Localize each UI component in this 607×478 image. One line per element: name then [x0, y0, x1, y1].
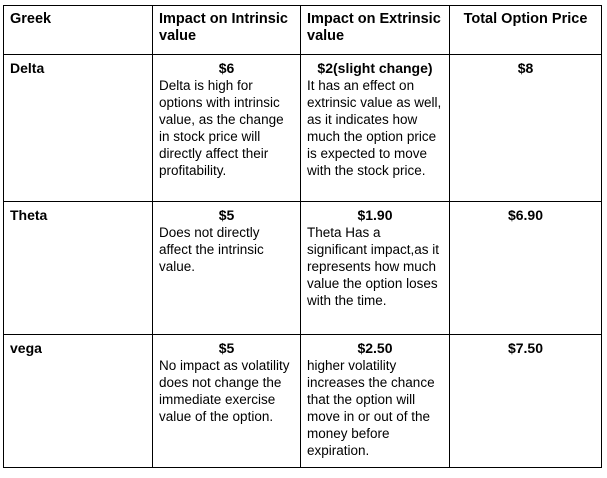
intrinsic-value: $5 — [218, 340, 235, 356]
greeks-table: Greek Impact on Intrinsic value Impact o… — [3, 5, 602, 468]
extrinsic-value: $2.50 — [357, 340, 393, 356]
intrinsic-cell: $6 Delta is high for options with intrin… — [152, 54, 301, 202]
extrinsic-description: Theta Has a significant impact,as it rep… — [307, 225, 440, 308]
header-greek: Greek — [3, 5, 153, 55]
table-row: vega $5 No impact as volatility does not… — [3, 334, 602, 468]
header-extrinsic: Impact on Extrinsic value — [300, 5, 450, 55]
extrinsic-cell: $1.90 Theta Has a significant impact,as … — [300, 201, 450, 335]
intrinsic-description: Does not directly affect the intrinsic v… — [159, 225, 264, 274]
intrinsic-description: No impact as volatility does not change … — [159, 358, 290, 424]
header-total-price: Total Option Price — [449, 5, 602, 55]
greek-cell: vega — [3, 334, 153, 468]
greek-cell: Theta — [3, 201, 153, 335]
extrinsic-cell: $2.50 higher volatility increases the ch… — [300, 334, 450, 468]
total-price-cell: $8 — [449, 54, 602, 202]
header-row: Greek Impact on Intrinsic value Impact o… — [3, 5, 602, 55]
intrinsic-description: Delta is high for options with intrinsic… — [159, 78, 284, 178]
greek-cell: Delta — [3, 54, 153, 202]
extrinsic-cell: $2(slight change) It has an effect on ex… — [300, 54, 450, 202]
total-price-cell: $6.90 — [449, 201, 602, 335]
extrinsic-description: It has an effect on extrinsic value as w… — [307, 78, 442, 178]
intrinsic-value: $5 — [218, 207, 235, 223]
header-intrinsic: Impact on Intrinsic value — [152, 5, 301, 55]
total-price-cell: $7.50 — [449, 334, 602, 468]
extrinsic-description: higher volatility increases the chance t… — [307, 358, 435, 458]
extrinsic-value: $1.90 — [357, 207, 393, 223]
table-row: Delta $6 Delta is high for options with … — [3, 54, 602, 202]
table-row: Theta $5 Does not directly affect the in… — [3, 201, 602, 335]
extrinsic-value: $2(slight change) — [317, 60, 433, 76]
intrinsic-cell: $5 No impact as volatility does not chan… — [152, 334, 301, 468]
intrinsic-cell: $5 Does not directly affect the intrinsi… — [152, 201, 301, 335]
intrinsic-value: $6 — [218, 60, 235, 76]
